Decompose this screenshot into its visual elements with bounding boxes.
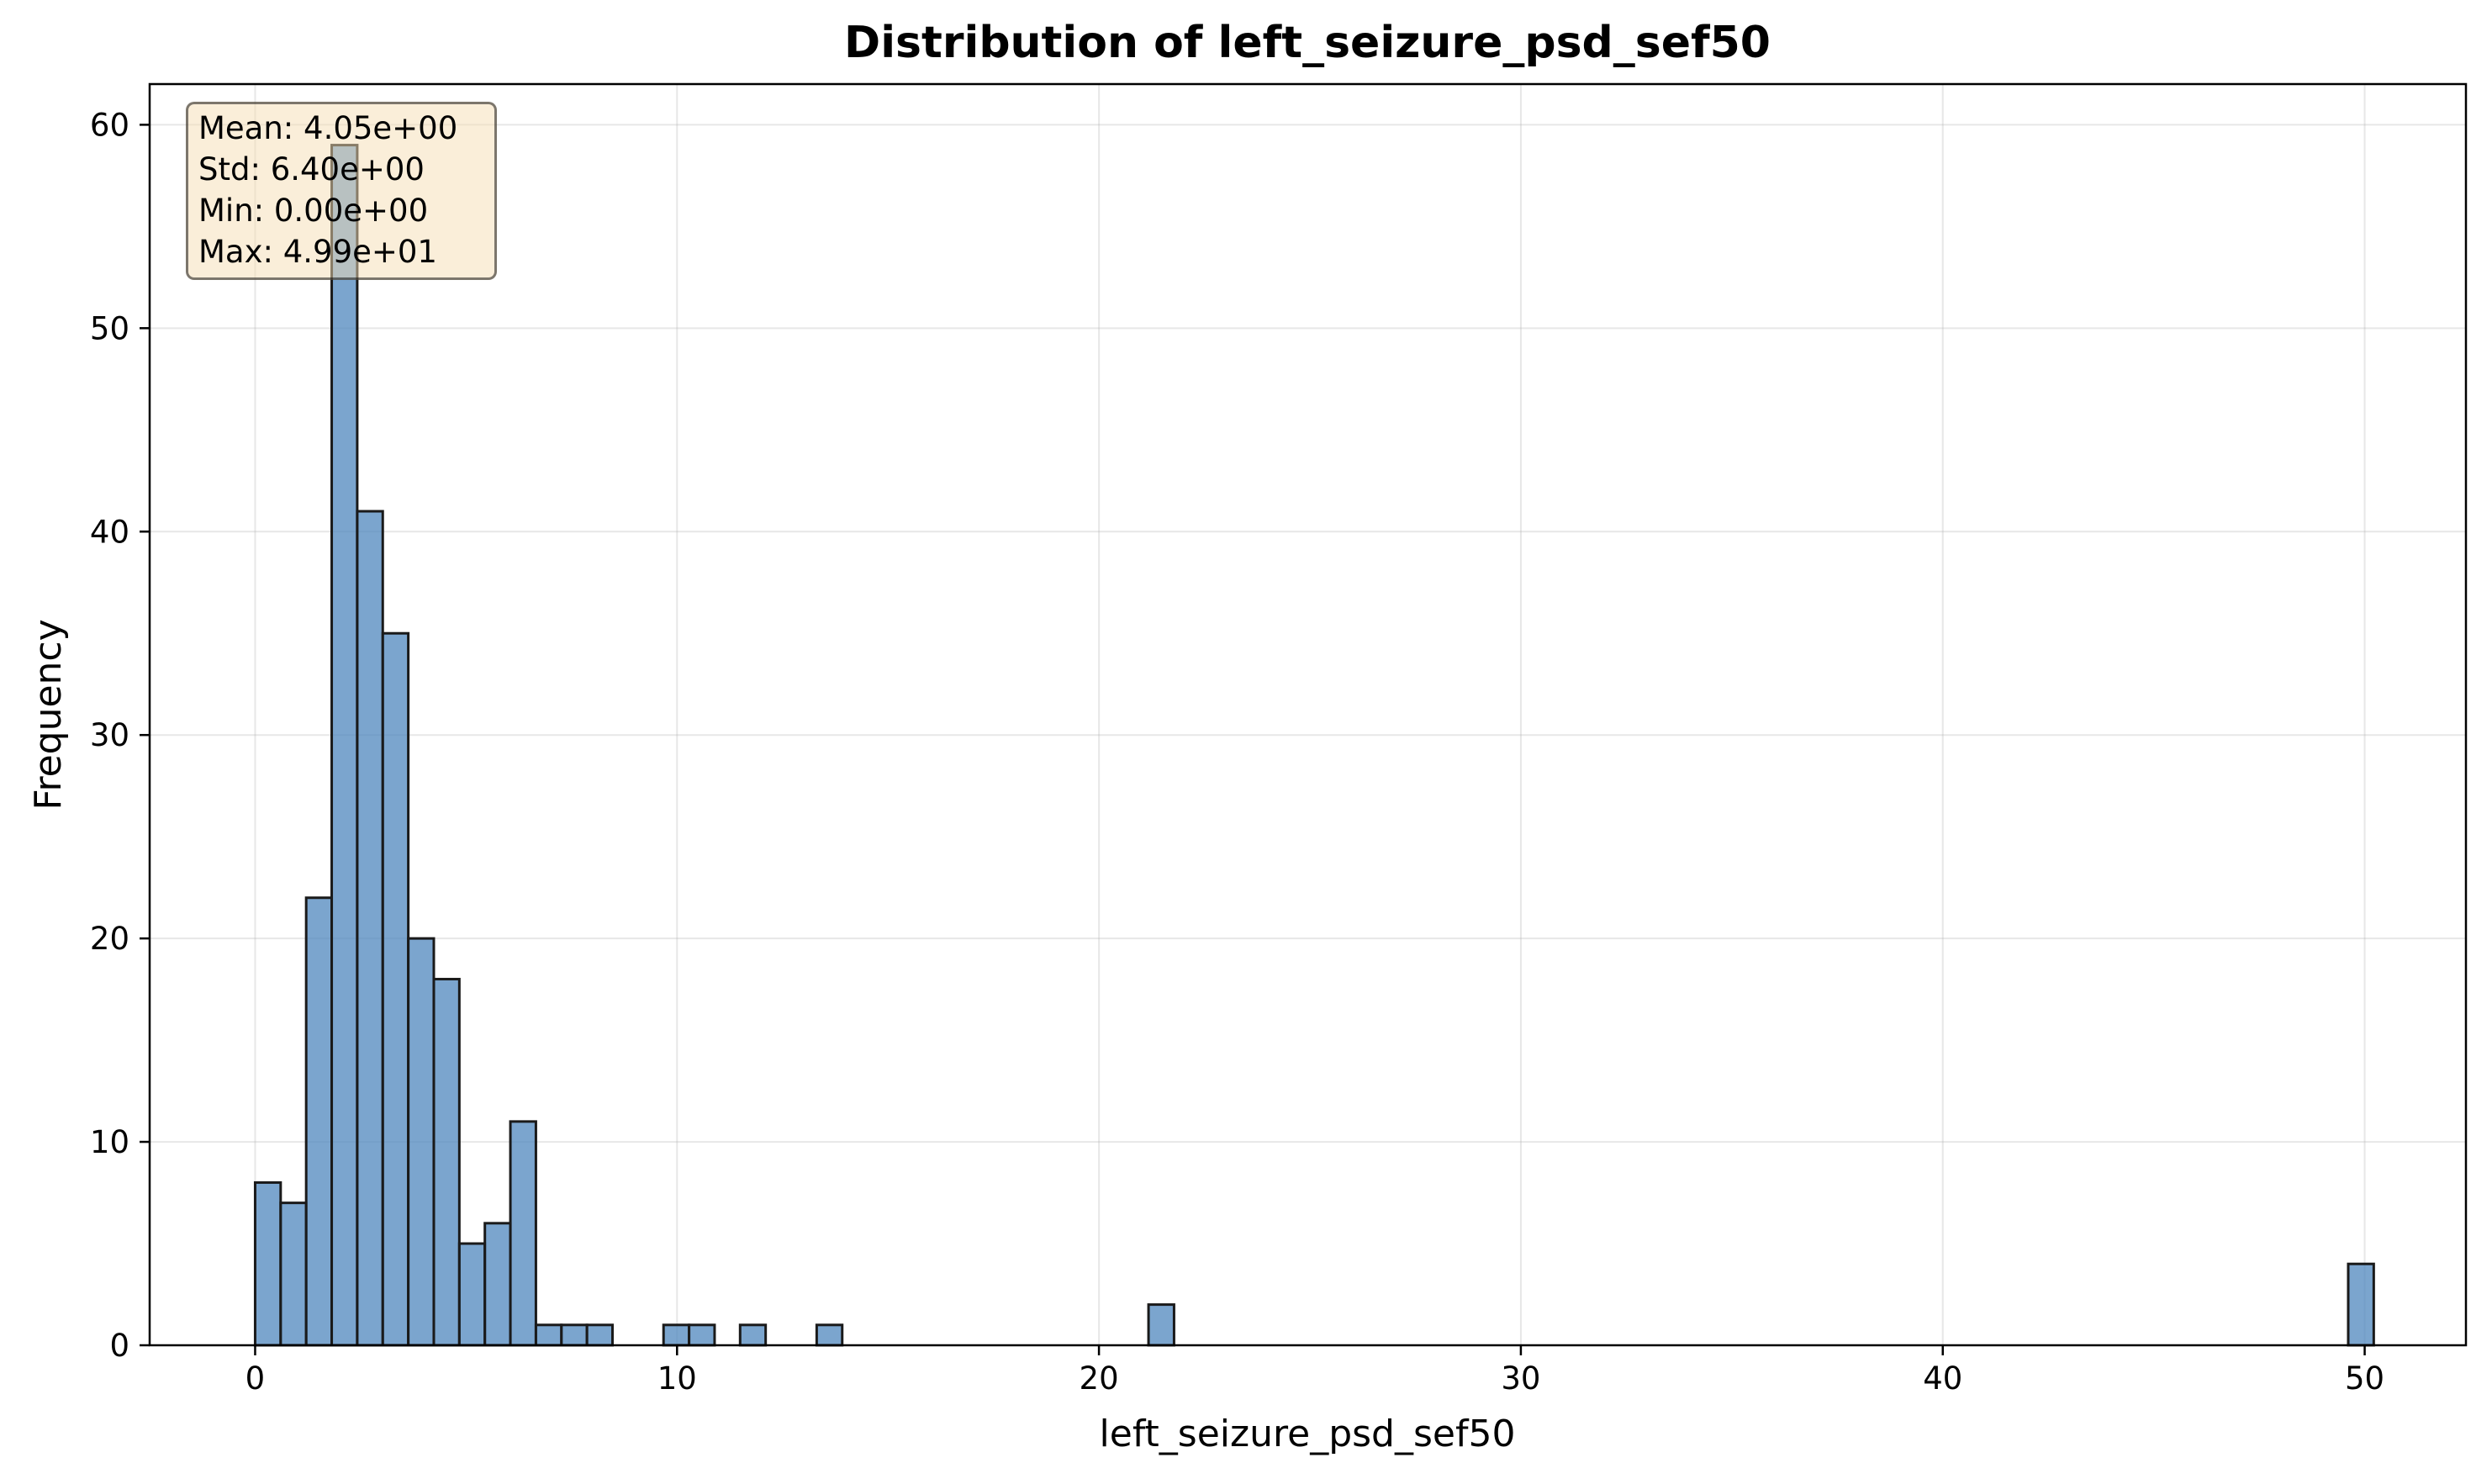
stats-min: Min: 0.00e+00	[198, 193, 429, 229]
x-tick-label: 30	[1501, 1360, 1540, 1397]
x-tick-label: 20	[1080, 1360, 1119, 1397]
histogram-bar	[253, 1180, 282, 1347]
y-tick-label: 30	[90, 717, 129, 753]
y-tick-label: 0	[109, 1328, 129, 1364]
y-tick-label: 50	[90, 310, 129, 346]
histogram-bar	[432, 978, 461, 1347]
plot-area-frame	[148, 82, 2468, 1347]
x-axis-ticks: 0 10 20 30 40 50	[246, 1345, 2384, 1397]
histogram-bar	[585, 1323, 614, 1347]
stats-annotation-box: Mean: 4.05e+00 Std: 6.40e+00 Min: 0.00e+…	[186, 102, 497, 280]
histogram-bar	[738, 1323, 768, 1347]
histogram-bar	[560, 1323, 589, 1347]
histogram-bar	[815, 1323, 844, 1347]
y-axis-ticks: 0 10 20 30 40 50 60	[90, 107, 150, 1364]
x-tick-label: 0	[246, 1360, 266, 1397]
grid-lines	[150, 84, 2466, 1346]
stats-max: Max: 4.99e+01	[198, 234, 437, 270]
stats-mean: Mean: 4.05e+00	[198, 110, 458, 146]
histogram-bar	[304, 896, 334, 1347]
histogram-bar	[2347, 1262, 2375, 1347]
y-tick-label: 10	[90, 1124, 129, 1160]
stats-std: Std: 6.40e+00	[198, 151, 425, 187]
histogram-bar	[662, 1323, 691, 1347]
histogram-bars	[253, 144, 2375, 1347]
x-tick-label: 50	[2345, 1360, 2384, 1397]
histogram-bar	[279, 1201, 308, 1347]
chart-title: Distribution of left_seizure_psd_sef50	[844, 18, 1771, 68]
x-tick-label: 40	[1923, 1360, 1962, 1397]
y-tick-label: 60	[90, 107, 129, 143]
histogram-bar	[509, 1120, 537, 1347]
histogram-bar	[688, 1323, 716, 1347]
y-tick-label: 40	[90, 514, 129, 550]
histogram-bar	[356, 510, 384, 1347]
histogram-bar	[381, 631, 410, 1347]
x-tick-label: 10	[657, 1360, 697, 1397]
y-tick-label: 20	[90, 921, 129, 957]
histogram-bar	[1147, 1303, 1175, 1347]
x-axis-label: left_seizure_psd_sef50	[1100, 1413, 1516, 1455]
histogram-bar	[534, 1323, 563, 1347]
histogram-bar	[330, 144, 359, 1347]
histogram-bar	[457, 1242, 487, 1347]
histogram-bar	[483, 1222, 512, 1347]
histogram-bar	[407, 937, 436, 1347]
y-axis-label: Frequency	[27, 619, 70, 810]
